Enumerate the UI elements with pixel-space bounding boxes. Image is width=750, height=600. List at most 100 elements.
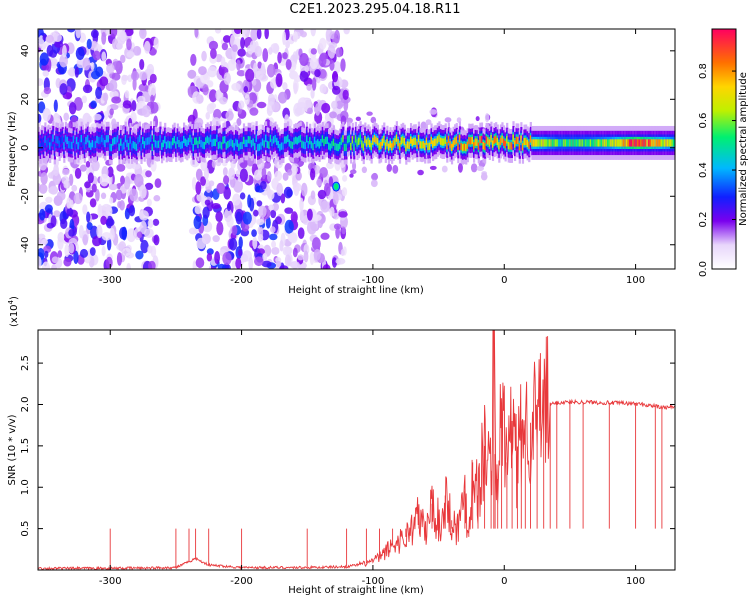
heatmap-cell [264, 134, 268, 142]
heatmap-cell [282, 172, 289, 181]
heatmap-cell [292, 31, 298, 43]
heatmap-cell [577, 139, 580, 147]
heatmap-cell [64, 135, 67, 143]
heatmap-cell [53, 99, 58, 113]
heatmap-cell [303, 250, 309, 263]
heatmap-cell [222, 167, 228, 177]
heatmap-cell [253, 169, 262, 181]
heatmap-cell [258, 143, 261, 151]
heatmap-cell [333, 223, 342, 230]
heatmap-cell [332, 70, 339, 83]
heatmap-cell [398, 143, 402, 151]
heatmap-cell [294, 136, 298, 144]
heatmap-cell [64, 243, 70, 258]
heatmap-cell [468, 136, 471, 145]
heatmap-cell [87, 172, 94, 184]
heatmap-cell [547, 139, 550, 147]
heatmap-cell [68, 229, 75, 237]
heatmap-cell [228, 167, 236, 180]
heatmap-cell [239, 168, 248, 183]
heatmap-cell [210, 48, 217, 59]
heatmap-cell [619, 139, 622, 147]
heatmap-cell [142, 136, 145, 145]
heatmap-cell [534, 139, 537, 147]
heatmap-cell [266, 188, 272, 198]
heatmap-cell [124, 134, 127, 143]
heatmap-cell [228, 139, 231, 147]
heatmap-cell [373, 134, 376, 143]
heatmap-cell [91, 140, 94, 148]
heatmap-cell [179, 141, 183, 150]
y-tick-label: -40 [20, 237, 31, 253]
heatmap-cell [68, 67, 76, 77]
heatmap-cell [365, 139, 369, 147]
heatmap-cell [275, 260, 282, 268]
heatmap-cell [195, 137, 198, 145]
heatmap-cell [463, 143, 466, 151]
heatmap-cell [444, 117, 452, 123]
heatmap-cell [74, 66, 79, 78]
heatmap-cell [408, 141, 411, 149]
heatmap-cell [357, 137, 361, 145]
heatmap-cell [101, 31, 107, 45]
heatmap-cell [361, 140, 364, 148]
heatmap-cell [97, 136, 101, 145]
x-tick-label: -200 [230, 576, 253, 587]
page-title: C2E1.2023.295.04.18.R11 [289, 2, 461, 17]
heatmap-cell [329, 143, 332, 151]
heatmap-cell [332, 212, 340, 220]
heatmap-cell [551, 139, 555, 147]
heatmap-cell [625, 139, 629, 147]
heatmap-cell [564, 139, 567, 147]
heatmap-cell [567, 139, 570, 147]
heatmap-cell [99, 173, 109, 187]
heatmap-cell [539, 139, 542, 147]
heatmap-cell [279, 265, 289, 269]
heatmap-cell [333, 61, 341, 74]
heatmap-cell [595, 139, 599, 147]
heatmap-cell [141, 105, 151, 118]
x-tick-label: 0 [501, 576, 507, 587]
heatmap-cell [292, 247, 298, 258]
heatmap-cell [480, 135, 484, 144]
heatmap-cell [643, 139, 646, 147]
heatmap-cell [194, 29, 199, 38]
heatmap-cell [66, 197, 72, 209]
heatmap-cell [54, 40, 63, 48]
heatmap-cell [178, 139, 181, 148]
heatmap-cell [307, 107, 314, 115]
heatmap-cell [481, 171, 488, 176]
heatmap-cell [82, 84, 93, 94]
heatmap-cell [63, 179, 69, 189]
heatmap-cell [45, 34, 54, 43]
heatmap-cell [446, 142, 449, 150]
heatmap-cell [324, 136, 328, 145]
heatmap-cell [506, 136, 509, 144]
heatmap-cell [101, 51, 107, 62]
heatmap-cell [266, 140, 269, 148]
heatmap-cell [240, 253, 249, 263]
heatmap-cell [153, 234, 160, 246]
heatmap-cell [225, 142, 228, 150]
heatmap-cell [43, 86, 52, 95]
heatmap-cell [253, 142, 257, 151]
heatmap-cell [432, 140, 435, 148]
heatmap-cell [170, 141, 173, 149]
heatmap-cell [53, 143, 56, 152]
heatmap-cell [208, 137, 211, 145]
heatmap-cell [238, 249, 243, 257]
heatmap-cell [101, 231, 112, 241]
heatmap-cell [583, 139, 586, 147]
heatmap-cell [222, 252, 232, 266]
heatmap-cell [456, 117, 462, 123]
heatmap-cell [206, 135, 209, 144]
heatmap-cell [331, 85, 341, 95]
heatmap-cell [118, 143, 121, 151]
snr-y-ticks: 0.5 1.0 1.5 2.0 2.5 [20, 355, 675, 537]
heatmap-cell [105, 135, 108, 143]
heatmap-cell [454, 137, 457, 145]
heatmap-cell [47, 137, 50, 146]
heatmap-cell [256, 101, 267, 109]
heatmap-cell [214, 29, 222, 34]
heatmap-cell [523, 137, 526, 146]
